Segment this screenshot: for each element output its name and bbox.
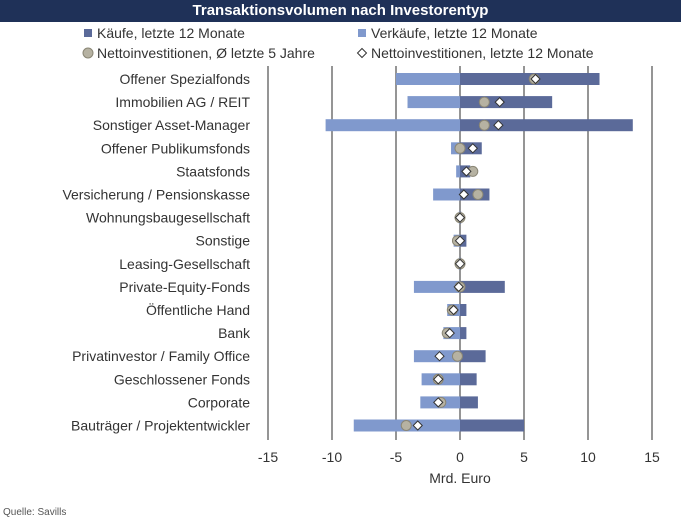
category-label: Private-Equity-Fonds [119,279,250,295]
bar [407,96,460,109]
bar [396,73,460,85]
x-tick-label: -15 [258,449,278,465]
x-axis-title: Mrd. Euro [429,470,491,486]
category-label: Sonstige [196,233,251,249]
marker-net-12m [454,235,466,246]
bar [460,396,478,409]
category-label: Sonstiger Asset-Manager [93,117,251,133]
bar [460,373,477,386]
x-tick-label: 10 [580,449,596,465]
bar [460,96,553,109]
category-label: Offener Spezialfonds [120,71,251,87]
x-tick-label: -5 [390,449,403,465]
marker-net-5yr [451,350,463,362]
source-note: Quelle: Savills [3,507,67,518]
bar [460,419,524,432]
marker-net-12m [434,350,445,362]
category-label: Privatinvestor / Family Office [72,348,250,364]
x-tick-labels: -15 -10 -5 0 5 10 15 [258,449,660,465]
marker-net-12m [530,73,541,85]
chart-title: Transaktionsvolumen nach Investorentyp [0,0,681,22]
marker-net-12m [444,327,455,339]
legend-swatch [356,47,368,59]
legend-swatch [358,29,366,37]
marker-net-12m [448,304,459,316]
bar [460,119,633,132]
category-label: Offener Publikumsfonds [101,140,250,156]
legend-label: Nettoinvestitionen, letzte 12 Monate [371,45,594,61]
legend-swatch [82,47,94,59]
category-label: Leasing-Gesellschaft [119,256,250,272]
bar [460,280,505,293]
marker-net-12m [458,189,470,200]
x-tick-label: 5 [520,449,528,465]
marker-net-12m [493,119,504,131]
bar [460,304,467,316]
bar [325,119,460,132]
marker-net-5yr [478,96,490,108]
marker-net-5yr [472,189,484,200]
marker-net-12m [461,166,472,177]
x-tick-label: 0 [456,449,464,465]
marker-net-5yr [454,142,466,154]
marker-net-12m [412,420,423,431]
legend: Käufe, letzte 12 Monate Verkäufe, letzte … [82,25,594,61]
marker-net-12m [467,143,479,154]
marker-net-12m [453,281,464,293]
marker-net-12m [454,258,466,270]
bar [460,327,467,340]
marker-net-12m [454,212,466,223]
category-label: Immobilien AG / REIT [115,94,250,110]
category-label: Bank [218,325,251,341]
legend-swatch [84,29,92,37]
x-tick-label: -10 [322,449,342,465]
bar [460,350,486,363]
marker-net-5yr [478,119,490,131]
marker-net-12m [433,374,444,385]
marker-net-5yr [400,420,412,431]
bar [433,188,460,201]
category-labels: Offener Spezialfonds Immobilien AG / REIT… [62,71,251,434]
bar [456,165,460,178]
legend-label: Nettoinvestitionen, Ø letzte 5 Jahre [97,45,315,61]
x-tick-label: 15 [644,449,660,465]
bar [413,280,460,293]
marker-net-12m [433,397,444,408]
category-label: Wohnungsbaugesellschaft [86,210,250,226]
marker-net-12m [494,96,505,108]
category-label: Bauträger / Projektentwickler [71,418,250,434]
marker-layer [400,73,541,431]
legend-label: Verkäufe, letzte 12 Monate [371,25,538,41]
legend-label: Käufe, letzte 12 Monate [97,25,245,41]
category-label: Geschlossener Fonds [114,371,250,387]
category-label: Öffentliche Hand [146,301,250,318]
category-label: Staatsfonds [176,163,250,179]
category-label: Versicherung / Pensionskasse [62,187,250,203]
category-label: Corporate [188,394,250,410]
